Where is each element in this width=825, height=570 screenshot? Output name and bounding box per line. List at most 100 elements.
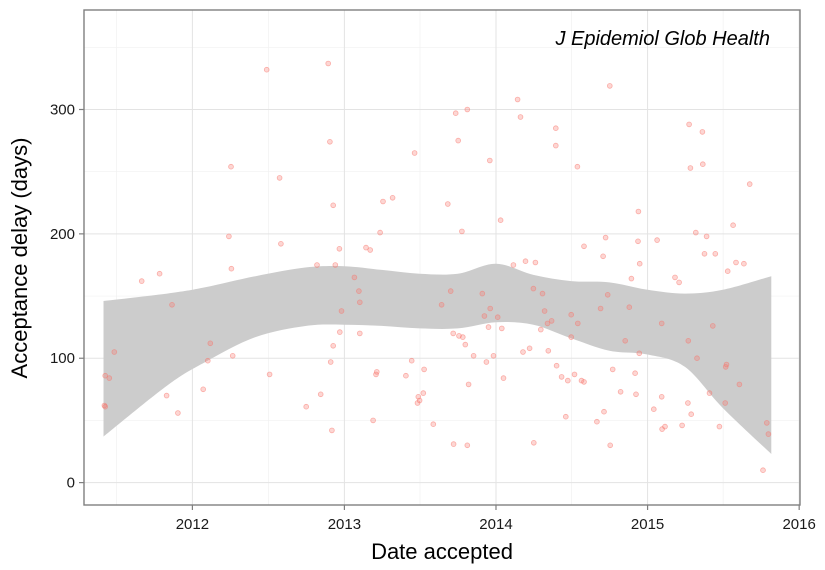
data-point: [356, 288, 362, 294]
data-point: [416, 397, 423, 404]
data-point: [205, 357, 211, 364]
data-point: [676, 279, 682, 286]
data-point: [730, 222, 736, 229]
data-point: [765, 431, 772, 437]
x-tick-label: 2012: [176, 516, 209, 533]
data-point: [741, 260, 747, 267]
data-point: [514, 96, 521, 103]
data-point: [581, 243, 587, 250]
data-point: [574, 163, 581, 170]
data-point: [351, 274, 358, 281]
y-tick-label: 100: [50, 350, 75, 367]
data-point: [462, 341, 469, 348]
data-point: [606, 83, 613, 89]
data-point: [622, 337, 628, 344]
data-point: [447, 288, 454, 294]
data-point: [497, 217, 504, 224]
data-point: [564, 377, 571, 384]
data-point: [356, 299, 363, 306]
data-point: [687, 165, 694, 171]
data-point: [552, 142, 559, 149]
data-point: [626, 304, 633, 311]
data-point: [377, 229, 383, 236]
data-point: [332, 262, 339, 268]
y-tick-label: 0: [67, 475, 75, 492]
data-point: [736, 381, 743, 388]
x-tick-label: 2014: [479, 516, 512, 533]
data-point: [229, 352, 236, 359]
data-point: [338, 308, 345, 314]
data-point: [438, 301, 445, 308]
data-point: [699, 161, 706, 168]
data-point: [581, 379, 587, 385]
data-point: [706, 390, 713, 396]
data-point: [548, 318, 555, 324]
plot-background: [84, 10, 800, 505]
x-axis-title: Date accepted: [371, 539, 513, 564]
data-point: [532, 259, 539, 266]
data-point: [163, 392, 170, 399]
data-point: [228, 265, 235, 272]
data-point: [138, 278, 145, 284]
data-point: [600, 253, 606, 260]
data-point: [544, 320, 551, 327]
data-point: [470, 352, 477, 359]
data-point: [452, 110, 459, 116]
data-point: [102, 372, 108, 379]
data-point: [712, 251, 719, 257]
data-point: [430, 421, 437, 428]
data-point: [526, 345, 533, 352]
data-point: [408, 357, 415, 364]
data-point: [628, 275, 635, 282]
data-point: [485, 324, 492, 330]
data-point: [455, 137, 462, 144]
axes: 0 100 200 300 2012 2013 2014 2015 2016: [50, 101, 816, 533]
data-point: [688, 411, 694, 418]
data-point: [498, 325, 505, 332]
data-point: [479, 290, 486, 297]
data-point: [607, 442, 613, 449]
data-point: [522, 258, 529, 265]
data-point: [465, 381, 472, 388]
data-point: [672, 274, 678, 281]
data-point: [594, 418, 600, 425]
y-tick-label: 300: [50, 101, 75, 118]
data-point: [699, 129, 706, 135]
data-point: [694, 355, 700, 362]
data-point: [459, 334, 466, 340]
data-point: [679, 422, 685, 429]
data-point: [662, 423, 668, 430]
data-point: [510, 262, 517, 268]
data-point: [602, 234, 609, 241]
confidence-band: [103, 263, 772, 454]
data-point: [411, 150, 418, 156]
data-point: [373, 369, 380, 375]
plot-border: [83, 9, 801, 506]
data-point: [459, 228, 465, 235]
data-point: [111, 349, 118, 355]
data-point: [636, 350, 643, 357]
data-point: [330, 202, 337, 209]
data-point: [635, 238, 641, 245]
data-point: [692, 229, 699, 236]
data-point: [539, 290, 546, 297]
data-point: [226, 233, 232, 240]
data-point: [609, 366, 616, 373]
data-point: [601, 408, 607, 415]
data-point: [763, 420, 770, 426]
y-tick-label: 200: [50, 226, 75, 243]
data-point: [420, 390, 427, 396]
data-point: [169, 301, 175, 308]
data-point: [367, 247, 374, 253]
data-point: [330, 342, 337, 349]
data-point: [650, 406, 657, 413]
data-point: [724, 268, 731, 275]
data-point: [633, 391, 639, 398]
data-point: [156, 270, 163, 277]
data-point: [263, 66, 270, 73]
data-point: [380, 198, 386, 205]
data-point: [276, 175, 283, 181]
data-point: [709, 323, 716, 329]
data-point: [200, 386, 207, 393]
